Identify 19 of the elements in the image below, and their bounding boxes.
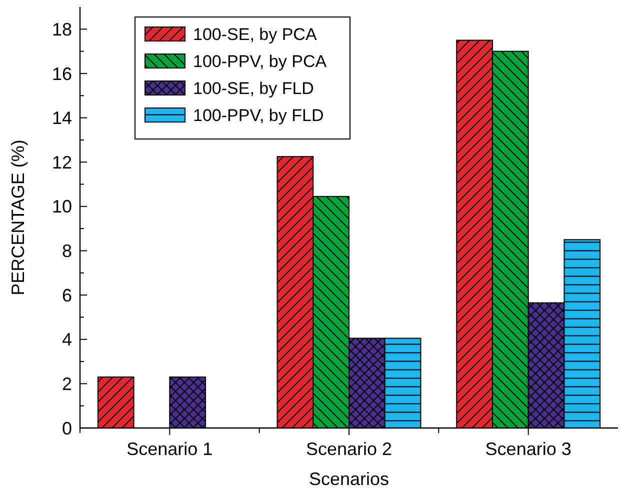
y-tick-label: 14 (52, 108, 72, 128)
y-tick-label: 2 (62, 374, 72, 394)
y-tick-label: 8 (62, 241, 72, 262)
x-tick-label: Scenario 2 (306, 439, 392, 459)
y-tick-label: 0 (62, 418, 72, 438)
legend-label: 100-SE, by PCA (193, 24, 318, 44)
y-tick-label: 6 (62, 285, 72, 306)
legend-label: 100-PPV, by PCA (193, 52, 328, 71)
y-tick-label: 16 (52, 64, 72, 84)
legend-label: 100-SE, by FLD (193, 78, 314, 98)
y-tick-label: 12 (52, 152, 72, 172)
y-tick-label: 4 (62, 330, 72, 350)
x-tick-label: Scenario 1 (126, 439, 213, 459)
y-tick-label: 10 (52, 196, 72, 217)
x-axis-title: Scenarios (308, 469, 390, 489)
legend-label: 100-PPV, by FLD (193, 106, 324, 125)
y-tick-label: 18 (52, 19, 72, 40)
y-axis-title: PERCENTAGE (%) (8, 140, 28, 296)
x-tick-label: Scenario 3 (485, 439, 572, 459)
